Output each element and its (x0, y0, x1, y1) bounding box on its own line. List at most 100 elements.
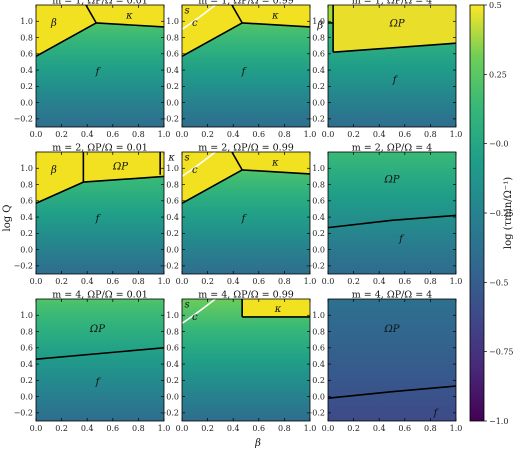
x-tick-label: 0.2 (347, 277, 360, 286)
region-label: f (95, 67, 102, 78)
x-tick-label: 0.4 (81, 130, 94, 139)
region-label: β (316, 20, 323, 31)
x-tick-label: 0.4 (373, 130, 386, 139)
boundary-line (242, 169, 310, 175)
x-tick-label: 0.6 (106, 424, 119, 433)
y-tick-label: 0.4 (166, 66, 179, 75)
y-tick-label: 0.6 (20, 50, 33, 59)
y-tick-label: 0.4 (20, 213, 33, 222)
boundary-line (328, 385, 456, 400)
region-label: f (95, 377, 102, 388)
x-tick-label: 0.0 (322, 277, 335, 286)
x-tick-label: 0.2 (347, 424, 360, 433)
y-tick-label: 0.2 (312, 82, 325, 91)
region-label: ΩP (112, 162, 128, 173)
separatrix-arc (182, 299, 216, 325)
panel-7: ΩP f m = 4, ΩP/Ω = 0.01 −0.2 0.0 0.2 0.4 0.6 0.8… (14, 290, 171, 434)
y-tick-label: 0.6 (166, 344, 179, 353)
y-tick-label: 1.0 (166, 311, 179, 320)
colorbar-tick-label: 0.5 (489, 1, 502, 10)
y-tick-label: 0.4 (166, 360, 179, 369)
region-label: s (185, 153, 190, 164)
y-tick-label: 1.0 (312, 164, 325, 173)
panel-1: β κ f m = 1, ΩP/Ω = 0.01 −0.2 0.0 0.2 0.4 0.6 0.8… (14, 0, 171, 139)
y-tick-label: 0.0 (166, 98, 179, 107)
panel-title: m = 1, ΩP/Ω = 0.99 (198, 0, 294, 7)
x-tick-label: 0.8 (278, 130, 291, 139)
panel-9: ΩP f m = 4, ΩP/Ω = 4 −0.2 0.0 0.2 0.4 0.6 0.8 1.0… (306, 290, 463, 434)
y-tick-label: 0.6 (166, 197, 179, 206)
x-tick-label: 0.2 (55, 424, 68, 433)
region-upper (36, 5, 164, 57)
x-tick-label: 0.4 (227, 130, 240, 139)
region-label: f (241, 214, 248, 225)
y-tick-label: 0.6 (20, 197, 33, 206)
y-tick-label: −0.2 (306, 115, 325, 124)
x-tick-label: 0.0 (322, 424, 335, 433)
y-tick-label: −0.2 (306, 262, 325, 271)
panel-title: m = 4, ΩP/Ω = 4 (352, 290, 432, 301)
panel-frame (181, 151, 311, 275)
panel-title: m = 1, ΩP/Ω = 0.01 (52, 0, 148, 7)
y-tick-label: 0.0 (312, 98, 325, 107)
boundary-line (231, 152, 243, 171)
heatmap-field (36, 299, 164, 421)
y-tick-label: 0.8 (166, 327, 179, 336)
y-tick-label: −0.2 (306, 409, 325, 418)
y-tick-label: 1.0 (166, 164, 179, 173)
y-tick-label: 0.4 (312, 66, 325, 75)
region-label: f (95, 214, 102, 225)
boundary-line (36, 181, 84, 204)
y-tick-label: 1.0 (312, 311, 325, 320)
region-upper (182, 5, 310, 57)
x-tick-label: 1.0 (450, 424, 463, 433)
separatrix-arc (182, 5, 216, 31)
panel-grid: β κ f m = 1, ΩP/Ω = 0.01 −0.2 0.0 0.2 0.4 0.6 0.8… (14, 0, 463, 433)
separatrix-arc (182, 152, 216, 178)
region-label: κ (271, 158, 279, 169)
panel-5: κ f scm = 2, ΩP/Ω = 0.99 −0.2 0.0 0.2 0.4 0.6 0.… (160, 143, 317, 287)
x-tick-label: 1.0 (450, 130, 463, 139)
y-tick-label: 0.0 (312, 392, 325, 401)
colorbar-tick-label: −0.0 (489, 140, 508, 149)
boundary-line (85, 5, 97, 24)
region-label: ΩP (383, 175, 399, 186)
y-tick-label: 0.2 (20, 82, 33, 91)
region-label: κ (167, 153, 175, 164)
x-tick-label: 0.8 (132, 130, 145, 139)
x-tick-label: 0.6 (252, 130, 265, 139)
region-label: β (50, 18, 57, 29)
y-tick-label: 0.6 (20, 344, 33, 353)
y-axis-label: log Q (2, 205, 13, 232)
x-tick-label: 0.6 (398, 277, 411, 286)
boundary-line (36, 22, 97, 57)
panel-4: β ΩP κ f m = 2, ΩP/Ω = 0.01 −0.2 0.0 0.2 0.4 0.6 0… (14, 143, 176, 287)
region-label: f (392, 75, 399, 86)
y-tick-label: 0.8 (20, 180, 33, 189)
x-tick-label: 0.2 (201, 130, 214, 139)
x-tick-label: 0.8 (278, 424, 291, 433)
panel-title: m = 2, ΩP/Ω = 4 (352, 143, 432, 154)
y-tick-label: 0.2 (166, 82, 179, 91)
boundary-line (96, 22, 164, 28)
x-tick-label: 0.2 (55, 130, 68, 139)
x-tick-label: 0.4 (81, 424, 94, 433)
x-tick-label: 0.0 (30, 424, 43, 433)
panel-frame (327, 151, 457, 275)
x-tick-label: 0.0 (176, 424, 189, 433)
y-tick-label: 0.0 (20, 245, 33, 254)
y-tick-label: 0.6 (166, 50, 179, 59)
x-tick-label: 1.0 (304, 277, 317, 286)
region-label: f (241, 67, 248, 78)
region-label: β (50, 165, 57, 176)
x-tick-label: 0.4 (227, 424, 240, 433)
x-tick-label: 0.0 (30, 277, 43, 286)
y-tick-label: 0.2 (166, 229, 179, 238)
heatmap-field (182, 299, 310, 421)
y-tick-label: −0.2 (14, 115, 33, 124)
y-tick-label: 0.8 (312, 327, 325, 336)
panel-frame (181, 298, 311, 422)
colorbar-tick-label: −1.0 (489, 417, 508, 426)
y-tick-label: 0.2 (166, 376, 179, 385)
